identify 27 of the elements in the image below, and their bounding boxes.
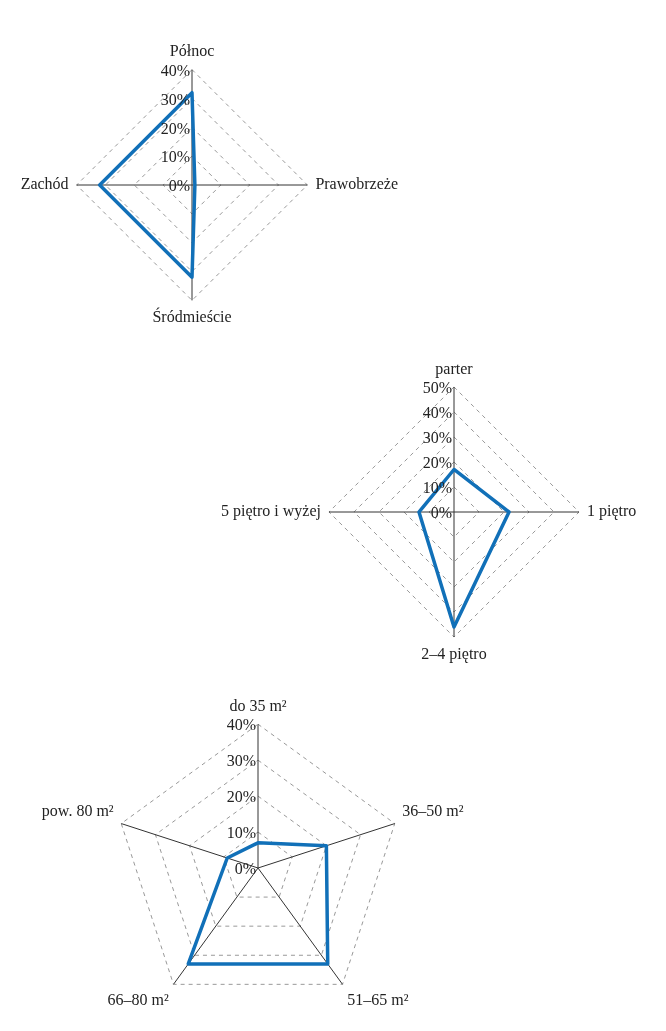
y-tick-label: 20% — [160, 119, 190, 137]
spoke-label: pow. 80 m² — [41, 801, 114, 820]
y-tick-label: 10% — [160, 148, 190, 166]
y-tick-label: 50% — [422, 379, 452, 397]
y-tick-label: 0% — [168, 177, 190, 195]
y-tick-label: 20% — [422, 454, 452, 472]
spoke-label: Śródmieście — [152, 307, 232, 326]
y-tick-label: 0% — [430, 504, 452, 522]
y-tick-label: 40% — [422, 404, 452, 422]
spoke-label: 66–80 m² — [107, 990, 169, 1008]
spoke-label: 51–65 m² — [347, 990, 409, 1008]
spoke-label: do 35 m² — [229, 696, 287, 714]
y-tick-label: 20% — [226, 788, 256, 806]
spoke-label: 2–4 piętro — [421, 644, 487, 663]
spoke-label: Prawobrzeże — [315, 175, 399, 193]
y-tick-label: 0% — [234, 860, 256, 878]
y-tick-label: 30% — [226, 752, 256, 770]
spoke-label: 1 piętro — [587, 502, 637, 521]
spoke-label: 5 piętro i wyżej — [221, 502, 321, 521]
y-tick-label: 30% — [422, 429, 452, 447]
spoke-label: parter — [435, 359, 474, 378]
y-tick-label: 40% — [160, 61, 190, 79]
spoke-label: Zachód — [20, 175, 69, 193]
y-tick-label: 10% — [226, 824, 256, 842]
spoke-label: 36–50 m² — [402, 801, 464, 819]
spoke-label: Północ — [169, 42, 215, 60]
y-tick-label: 40% — [226, 716, 256, 734]
